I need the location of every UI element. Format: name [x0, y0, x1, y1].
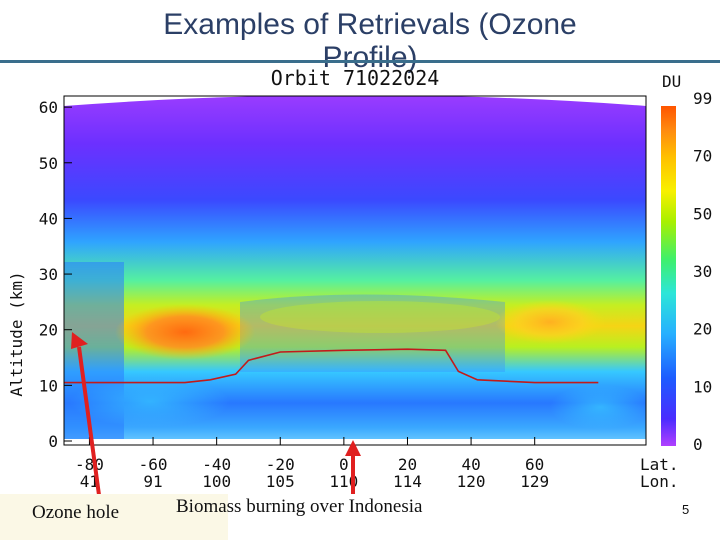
ozone-hole-arrow — [71, 332, 101, 494]
y-tick-label: 60 — [39, 98, 58, 117]
y-tick-label: 50 — [39, 154, 58, 173]
x-tick-lat-label: 60 — [525, 455, 544, 474]
colorbar-tick-label: 30 — [693, 262, 712, 281]
ozone-heatmap — [64, 96, 646, 445]
colorbar-tick-label: 99 — [693, 89, 712, 108]
y-tick-label: 0 — [48, 432, 58, 451]
y-tick-label: 30 — [39, 265, 58, 284]
colorbar-tick-label: 20 — [693, 320, 712, 339]
x-axis-lon-label: Lon. — [640, 472, 679, 491]
caption-box — [0, 494, 228, 540]
y-tick-label: 20 — [39, 321, 58, 340]
chart-title: Orbit 71022024 — [271, 66, 440, 90]
x-tick-lon-label: 100 — [202, 472, 231, 491]
x-tick-lon-label: 114 — [393, 472, 422, 491]
colorbar-tick-label: 10 — [693, 377, 712, 396]
slide-title: Examples of Retrievals (Ozone Profile) — [163, 8, 577, 74]
y-axis-label: Altitude (km) — [7, 271, 26, 396]
x-axis: -8041-6091-40100-20105011020114401206012… — [75, 437, 679, 491]
colorbar-tick-label: 0 — [693, 435, 703, 454]
x-axis-lat-label: Lat. — [640, 455, 679, 474]
colorbar-ticks: 99 70 50 30 20 10 0 — [693, 89, 712, 454]
x-tick-lon-label: 129 — [520, 472, 549, 491]
x-tick-lon-label: 120 — [457, 472, 486, 491]
colorbar-tick-label: 70 — [693, 147, 712, 166]
x-tick-lat-label: 0 — [339, 455, 349, 474]
biomass-arrow — [345, 440, 361, 494]
x-tick-lat-label: 20 — [398, 455, 417, 474]
colorbar-label: DU — [662, 72, 681, 91]
x-tick-lat-label: -60 — [139, 455, 168, 474]
y-tick-label: 10 — [39, 376, 58, 395]
page-number: 5 — [682, 502, 690, 517]
tropopause-line — [64, 348, 599, 384]
x-tick-lon-label: 105 — [266, 472, 295, 491]
x-tick-lon-label: 91 — [143, 472, 162, 491]
x-tick-lat-label: -40 — [202, 455, 231, 474]
x-tick-lat-label: 40 — [461, 455, 480, 474]
colorbar — [661, 106, 676, 446]
x-tick-lat-label: -20 — [266, 455, 295, 474]
biomass-caption: Biomass burning over Indonesia — [176, 496, 423, 517]
ozone-hole-caption: Ozone hole — [32, 502, 120, 523]
title-divider — [0, 60, 720, 63]
y-axis: 0 10 20 30 40 50 60 — [39, 98, 72, 451]
y-tick-label: 40 — [39, 209, 58, 228]
colorbar-tick-label: 50 — [693, 204, 712, 223]
x-tick-lon-label: 41 — [80, 472, 99, 491]
